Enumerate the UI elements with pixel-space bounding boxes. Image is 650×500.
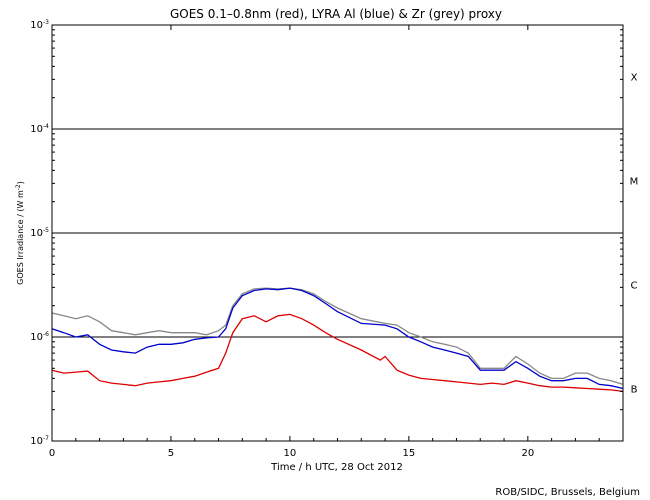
y-axis-label-exponent: -2 xyxy=(15,184,22,190)
x-tick-label-4: 20 xyxy=(521,448,534,459)
x-tick-label-2: 10 xyxy=(284,448,297,459)
y-axis-label-close: ) xyxy=(16,181,25,184)
y-tick-label-4: 10-3 xyxy=(30,19,49,31)
x-tick-label-1: 5 xyxy=(168,448,174,459)
x-tick-label-3: 15 xyxy=(403,448,416,459)
plot-frame xyxy=(51,24,624,442)
flare-class-label-x: X xyxy=(631,72,638,83)
series-line-1 xyxy=(51,287,624,390)
flare-class-label-m: M xyxy=(630,176,639,187)
y-tick-label-2: 10-5 xyxy=(30,227,49,239)
y-tick-label-3: 10-4 xyxy=(30,123,49,135)
chart-title: GOES 0.1–0.8nm (red), LYRA Al (blue) & Z… xyxy=(170,7,502,21)
y-tick-label-1: 10-6 xyxy=(30,331,49,343)
series-layer xyxy=(51,287,624,393)
credit-text: ROB/SIDC, Brussels, Belgium xyxy=(495,487,640,498)
series-line-2 xyxy=(51,313,624,393)
y-axis-label-main: GOES Irradiance / (W m xyxy=(16,190,25,285)
y-tick-label-0: 10-7 xyxy=(30,435,49,447)
x-tick-label-0: 0 xyxy=(49,448,55,459)
flare-class-label-c: C xyxy=(631,280,638,291)
flare-class-lines xyxy=(52,128,623,338)
x-axis-label: Time / h UTC, 28 Oct 2012 xyxy=(270,462,403,473)
axis-ticks: 0 5 10 15 20 10-7 10-6 10-5 10-4 10-3 xyxy=(30,19,624,459)
series-line-0 xyxy=(51,287,624,386)
flare-class-label-b: B xyxy=(631,384,638,395)
y-axis-label: GOES Irradiance / (W m-2) xyxy=(15,181,25,285)
flare-class-labels: X M C B xyxy=(630,72,639,395)
